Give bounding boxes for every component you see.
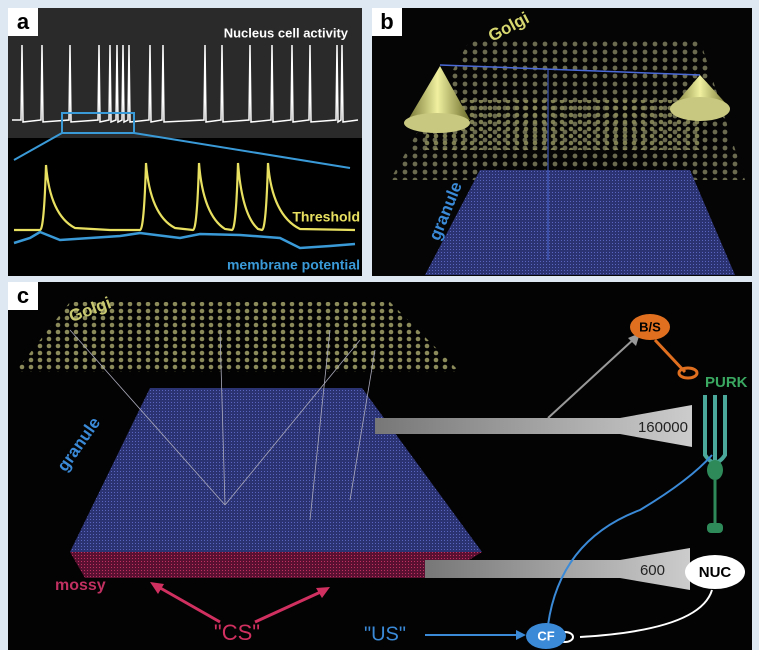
purkinje-synapse (707, 523, 723, 533)
cone-base (404, 113, 470, 133)
panel-label: c (17, 283, 29, 308)
us-label: "US" (364, 623, 406, 645)
purk-label: PURK (705, 374, 748, 391)
granule-count: 160000 (638, 419, 688, 436)
mossy-count: 600 (640, 562, 665, 579)
nuc-label: NUC (699, 564, 732, 581)
bs-label: B/S (639, 319, 661, 334)
cf-label: CF (537, 628, 554, 643)
mossy-label: mossy (55, 577, 106, 594)
purkinje-soma (707, 460, 723, 480)
trace-title: Nucleus cell activity (224, 25, 349, 40)
cone-base (670, 97, 730, 121)
page: Nucleus cell activity Threshold membrane… (0, 0, 759, 650)
threshold-label: Threshold (292, 209, 360, 225)
cs-label: "CS" (214, 620, 260, 645)
panel-label: a (17, 9, 30, 34)
mossy-plane (70, 552, 482, 578)
figure: Nucleus cell activity Threshold membrane… (0, 0, 759, 650)
panel-label: b (380, 9, 393, 34)
membrane-label: membrane potential (227, 257, 360, 273)
